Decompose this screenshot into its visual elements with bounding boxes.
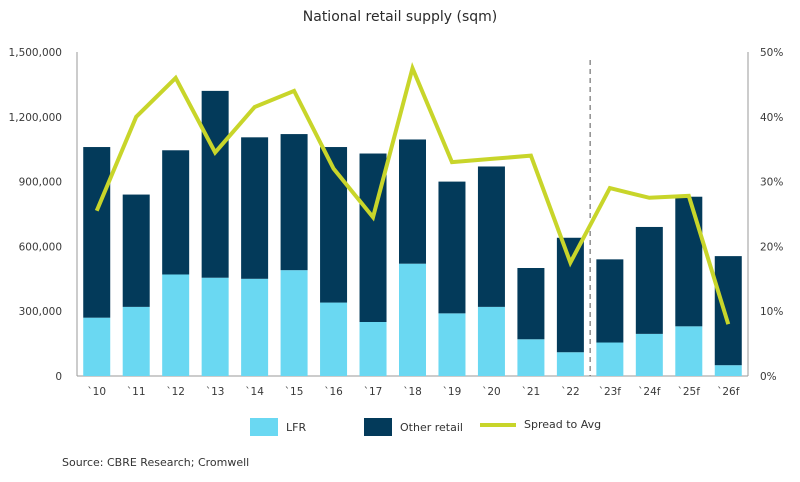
bar-lfr (162, 274, 190, 376)
source-note: Source: CBRE Research; Cromwell (62, 456, 250, 469)
bar-lfr (714, 365, 742, 376)
legend-swatch-other-retail (364, 418, 392, 436)
line-spread-to-avg (94, 62, 731, 325)
bar-lfr (241, 278, 269, 376)
y-right-tick-label: 20% (760, 241, 783, 253)
bar-other-retail (122, 194, 150, 307)
bar-other-retail (556, 237, 584, 353)
bar-lfr (517, 339, 545, 376)
bar-other-retail (320, 147, 348, 303)
x-tick-label: `26f (717, 386, 740, 398)
bar-other-retail (280, 134, 308, 271)
y-right-tick-label: 0% (760, 371, 777, 383)
y-left-tick-label: 0 (55, 371, 62, 383)
legend-item-lfr: LFR (250, 418, 306, 436)
bar-lfr (438, 313, 466, 376)
legend-swatch-lfr (250, 418, 278, 436)
y-right-tick-label: 30% (760, 177, 783, 189)
x-tick-label: `19 (443, 386, 462, 398)
legend: LFR Other retail Spread to Avg (0, 418, 800, 438)
x-tick-label: `12 (166, 386, 185, 398)
y-right-tick-label: 50% (760, 47, 783, 59)
retail-supply-chart: 0 300,000 600,000 900,000 1,200,000 1,500,000… (9, 47, 784, 398)
bar-other-retail (438, 181, 466, 314)
bar-other-retail (399, 139, 426, 264)
bar-other-retail (83, 147, 111, 318)
bar-lfr (83, 317, 111, 376)
legend-label-spread-to-avg: Spread to Avg (524, 418, 602, 431)
x-tick-label: `22 (561, 386, 580, 398)
bar-lfr (399, 263, 426, 376)
x-tick-label: `14 (245, 386, 264, 398)
x-tick-label: `18 (403, 386, 422, 398)
legend-item-other-retail: Other retail (364, 418, 463, 436)
x-tick-label: `23f (599, 386, 622, 398)
y-left-tick-label: 1,200,000 (9, 112, 62, 124)
bar-lfr (477, 306, 505, 376)
bar-other-retail (517, 268, 545, 340)
legend-item-spread-to-avg: Spread to Avg (480, 418, 601, 431)
bar-other-retail (714, 256, 742, 366)
bar-lfr (201, 277, 229, 376)
x-tick-label: `15 (285, 386, 304, 398)
bar-other-retail (201, 90, 229, 278)
y-right-tick-label: 40% (760, 112, 783, 124)
bar-lfr (675, 326, 703, 376)
bar-lfr (596, 342, 624, 376)
legend-line-spread-to-avg (480, 422, 516, 427)
y-left-tick-label: 600,000 (19, 241, 62, 253)
x-tick-label: `20 (482, 386, 501, 398)
y-left-tick-label: 900,000 (19, 177, 62, 189)
bar-other-retail (635, 226, 663, 334)
bar-lfr (320, 302, 348, 376)
chart-title: National retail supply (sqm) (302, 9, 498, 25)
y-right-tick-label: 10% (760, 306, 783, 318)
x-tick-label: `16 (324, 386, 343, 398)
x-tick-label: `24f (638, 386, 661, 398)
bar-lfr (359, 322, 387, 376)
bar-lfr (556, 352, 584, 376)
x-tick-label: `17 (364, 386, 383, 398)
bar-other-retail (675, 196, 703, 327)
bar-lfr (280, 270, 308, 376)
bar-lfr (122, 306, 150, 376)
x-tick-label: `25f (678, 386, 701, 398)
y-left-tick-label: 300,000 (19, 306, 62, 318)
x-tick-label: `21 (522, 386, 541, 398)
bar-lfr (635, 333, 663, 376)
legend-label-other-retail: Other retail (400, 420, 463, 434)
x-tick-label: `11 (127, 386, 146, 398)
bar-other-retail (241, 137, 269, 279)
legend-label-lfr: LFR (286, 420, 307, 434)
y-left-tick-label: 1,500,000 (9, 47, 62, 59)
bar-other-retail (477, 166, 505, 307)
bar-other-retail (596, 259, 624, 343)
bar-other-retail (162, 150, 190, 275)
x-tick-label: `13 (206, 386, 225, 398)
x-tick-label: `10 (87, 386, 106, 398)
